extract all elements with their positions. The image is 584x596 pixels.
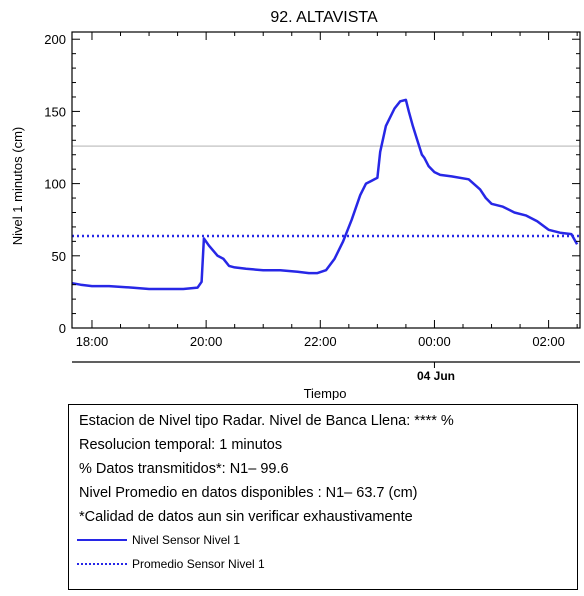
legend-data-transmitted: % Datos transmitidos*: N1– 99.6 — [79, 461, 289, 477]
legend-resolution: Resolucion temporal: 1 minutos — [79, 437, 283, 453]
y-tick-label: 0 — [59, 321, 66, 336]
legend-quality-note: *Calidad de datos aun sin verificar exha… — [79, 509, 413, 525]
chart: 92. ALTAVISTA Nivel 1 minutos (cm) Tiemp… — [10, 9, 581, 400]
chart-title: 92. ALTAVISTA — [270, 9, 378, 26]
legend-mean-level: Nivel Promedio en datos disponibles : N1… — [79, 485, 418, 501]
y-tick-label: 50 — [52, 249, 66, 264]
x-tick-label: 22:00 — [304, 334, 337, 349]
date-label: 04 Jun — [417, 369, 455, 383]
x-tick-label: 02:00 — [532, 334, 565, 349]
legend-box: Estacion de Nivel tipo Radar. Nivel de B… — [68, 404, 578, 590]
x-tick-label: 00:00 — [418, 334, 451, 349]
x-tick-label: 20:00 — [190, 334, 223, 349]
legend-series-mean: Promedio Sensor Nivel 1 — [77, 557, 265, 571]
plot-frame — [71, 31, 581, 329]
x-axis-label: Tiempo — [304, 386, 347, 400]
legend-series-level-label: Nivel Sensor Nivel 1 — [132, 533, 241, 547]
legend-series-mean-label: Promedio Sensor Nivel 1 — [132, 557, 265, 571]
legend-station-info: Estacion de Nivel tipo Radar. Nivel de B… — [79, 413, 454, 429]
legend-dotted-swatch — [77, 563, 127, 565]
x-tick-label: 18:00 — [76, 334, 109, 349]
legend-solid-swatch — [77, 539, 127, 541]
y-tick-label: 200 — [44, 32, 66, 47]
legend-series-level: Nivel Sensor Nivel 1 — [77, 533, 240, 547]
y-axis-label: Nivel 1 minutos (cm) — [10, 127, 25, 245]
y-tick-label: 150 — [44, 104, 66, 119]
series-line-level — [71, 98, 579, 291]
y-tick-label: 100 — [44, 177, 66, 192]
